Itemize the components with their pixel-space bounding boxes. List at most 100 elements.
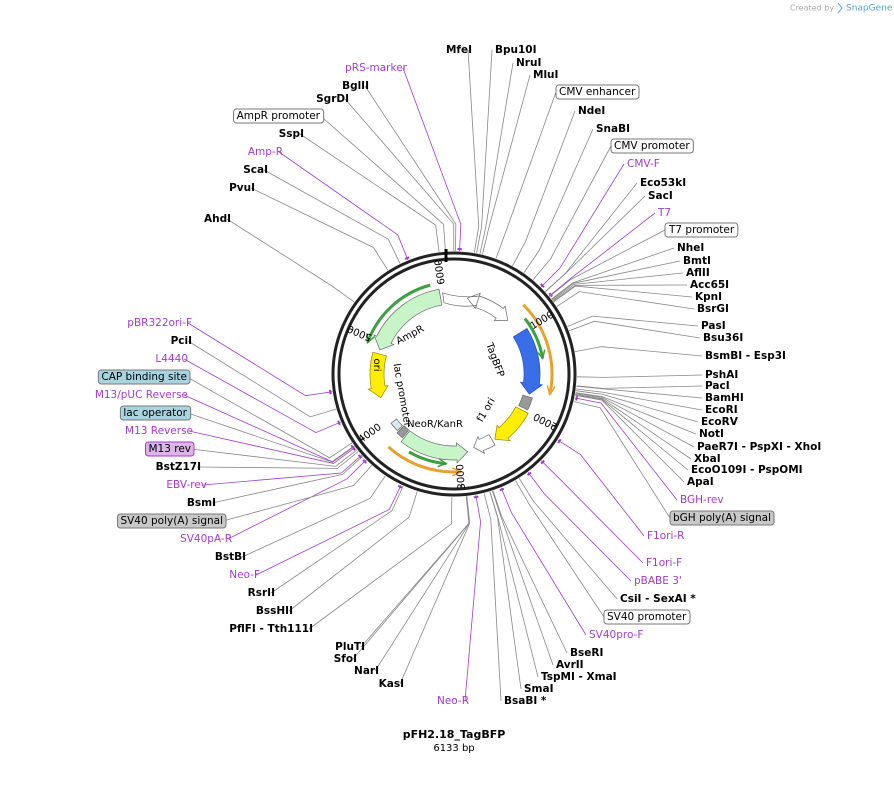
feature-arrow (367, 351, 389, 399)
site-leader (575, 393, 692, 460)
feature-arrow (442, 292, 481, 310)
site-label: KpnI (695, 291, 722, 303)
feature-arrow (400, 430, 469, 464)
label-name: SV40pA-R (180, 533, 232, 545)
label-name: KpnI (695, 291, 722, 303)
ring-label: 2000 (532, 410, 560, 431)
site-leader (226, 218, 355, 303)
label-name: Bpu10I (495, 44, 537, 56)
site-leader (576, 374, 703, 378)
ring-label: 3000 (455, 464, 468, 490)
label-name: EcoRV (701, 416, 739, 428)
ring-tick (359, 436, 365, 441)
label-name: NdeI (578, 105, 605, 117)
primer-arc (387, 445, 461, 474)
label-name: PflFI - Tth111I (229, 623, 313, 635)
site-leader (288, 491, 418, 612)
primer-arc (523, 317, 545, 359)
site-label: ApaI (687, 476, 714, 488)
site-label: PluTI (335, 641, 365, 653)
map-feature-label: TagBFP (483, 341, 506, 379)
site-leader (187, 340, 337, 418)
site-leader (476, 49, 493, 254)
site-label: RsrII (248, 587, 275, 599)
primer-tick (557, 438, 562, 444)
label-name: KasI (379, 678, 404, 690)
label-name: pBR322ori-F (127, 317, 192, 329)
feature-arrows (366, 283, 556, 477)
feature-box (669, 510, 775, 526)
backbone-outer (331, 251, 577, 497)
label-name: SV40pro-F (589, 629, 643, 641)
map-feature-label: ori (371, 358, 382, 371)
feature-arrow (494, 406, 529, 442)
site-label: AvrII (556, 659, 584, 671)
feature-box (664, 222, 739, 238)
site-leader (523, 128, 594, 273)
brand-icon (837, 2, 843, 14)
primer-arrowhead (451, 467, 463, 477)
primer-label: BGH-rev (680, 494, 724, 506)
site-leader (567, 315, 699, 327)
label-name: NruI (516, 57, 541, 69)
site-leader (489, 491, 522, 690)
site-leader (568, 320, 701, 339)
label-name: PacI (705, 380, 730, 392)
feature-label: lac operator (123, 407, 187, 419)
site-leader (573, 401, 671, 519)
primer-arc (366, 283, 431, 344)
site-leader (515, 480, 605, 618)
site-label: BamHI (705, 392, 744, 404)
label-name: Acc65I (690, 279, 729, 291)
site-leader (211, 456, 363, 504)
primer-leader (183, 358, 341, 434)
site-leader (545, 195, 646, 292)
label-name: BsrGI (697, 303, 729, 315)
primer-leader (540, 460, 644, 564)
site-leader (575, 392, 697, 435)
site-leader (551, 260, 681, 300)
site-label: PasI (701, 320, 726, 332)
site-label: BsrGI (697, 303, 729, 315)
label-name: BsmI (187, 497, 216, 509)
site-label: SfoI (334, 653, 357, 665)
brand: SnapGene (846, 4, 893, 14)
site-leader (190, 448, 358, 467)
label-name: CMV-F (627, 158, 660, 170)
map-size: 6133 bp (433, 743, 474, 754)
label-name: BstBI (215, 551, 246, 563)
primer-label: F1ori-F (646, 557, 682, 569)
primer-label: M13/pUC Reverse (95, 389, 188, 401)
feature-box (119, 405, 192, 421)
site-label: BstZ17I (156, 461, 201, 473)
feature-arrow (518, 394, 533, 411)
site-label: SspI (279, 128, 304, 140)
site-label: BseRI (570, 647, 603, 659)
label-name: NotI (699, 428, 724, 440)
site-leader (556, 291, 695, 310)
label-name: Bsu36I (703, 332, 743, 344)
site-leader (492, 490, 568, 654)
site-leader (186, 376, 353, 459)
site-label: PaeR7I - PspXI - XhoI (697, 441, 821, 453)
site-leader (576, 388, 703, 411)
feature-label: M13 rev (148, 443, 191, 455)
primer-arrowhead (536, 349, 546, 360)
site-leader (250, 187, 389, 271)
site-label: PflFI - Tth111I (229, 623, 313, 635)
feature-arrow (373, 288, 443, 351)
label-name: PvuI (229, 182, 255, 194)
feature-box (116, 513, 227, 529)
site-leader (320, 115, 446, 252)
primer-label: Neo-R (437, 695, 469, 707)
site-label: PacI (705, 380, 730, 392)
site-leader (552, 272, 684, 301)
label-name: SspI (279, 128, 304, 140)
ring-tick (348, 327, 354, 331)
site-leader (241, 475, 386, 558)
feature-label: AmpR promoter (237, 110, 321, 122)
label-name: SgrDI (316, 93, 349, 105)
site-leader (553, 285, 693, 303)
primer-leader (540, 163, 625, 288)
